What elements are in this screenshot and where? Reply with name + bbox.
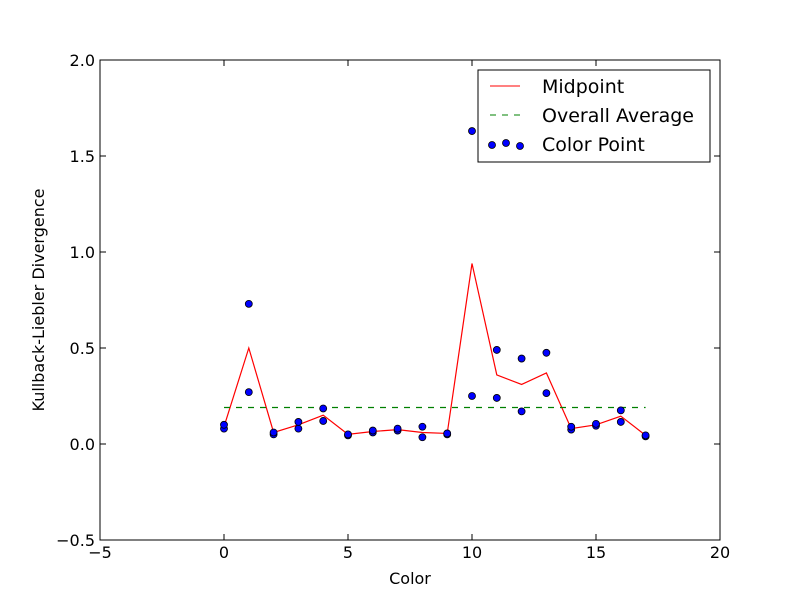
plot-layer [220, 127, 650, 442]
color-point [616, 418, 625, 426]
x-tick-label: 10 [462, 543, 482, 562]
y-tick-label: 0.0 [70, 435, 95, 454]
color-point [443, 429, 452, 438]
x-axis-label: Color [389, 569, 431, 588]
color-point [319, 417, 328, 425]
x-tick-label: 20 [710, 543, 730, 562]
legend-swatch-color-point [488, 139, 524, 150]
color-point [244, 299, 253, 308]
color-point [418, 422, 427, 431]
color-point [368, 426, 377, 435]
legend-point-marker [516, 142, 524, 150]
color-point [542, 389, 551, 398]
ticks-layer: −5 0 5 10 15 20 −0.5 0.0 0.5 1.0 1.5 2.0 [56, 51, 730, 562]
color-point [542, 348, 551, 357]
color-point [344, 430, 352, 439]
color-point [294, 418, 303, 426]
x-tick-label: 0 [219, 543, 229, 562]
plot-frame [99, 59, 721, 541]
color-point [393, 424, 402, 433]
legend-point-marker [502, 139, 510, 147]
x-tick-label: −5 [88, 543, 112, 562]
y-tick-label: 0.5 [70, 339, 95, 358]
color-point [294, 424, 303, 433]
midpoint-line [223, 263, 646, 436]
y-tick-label: 2.0 [70, 51, 95, 70]
color-point [468, 392, 476, 400]
legend: Midpoint Overall Average Color Point [477, 69, 711, 163]
color-point [592, 419, 600, 428]
color-point [269, 428, 278, 437]
color-point [517, 407, 526, 416]
x-tick-label: 15 [586, 543, 606, 562]
legend-point-marker [488, 141, 496, 149]
x-tick-label: 5 [343, 543, 353, 562]
y-tick-label: 1.0 [70, 243, 95, 262]
color-point [319, 404, 328, 413]
color-point [616, 406, 625, 415]
color-point [468, 127, 476, 135]
y-tick-label: −0.5 [56, 531, 95, 550]
y-tick-label: 1.5 [70, 147, 95, 166]
color-point [418, 433, 427, 442]
color-point [517, 354, 526, 363]
color-point [220, 420, 228, 429]
legend-label-midpoint: Midpoint [542, 76, 624, 98]
color-point [641, 431, 650, 440]
color-point [492, 394, 501, 402]
y-axis-label: Kullback-Liebler Divergence [29, 189, 48, 412]
legend-label-color-point: Color Point [542, 134, 645, 156]
color-point [492, 346, 501, 354]
color-point [244, 388, 253, 397]
legend-label-overall-average: Overall Average [542, 105, 694, 127]
color-point [567, 422, 576, 431]
